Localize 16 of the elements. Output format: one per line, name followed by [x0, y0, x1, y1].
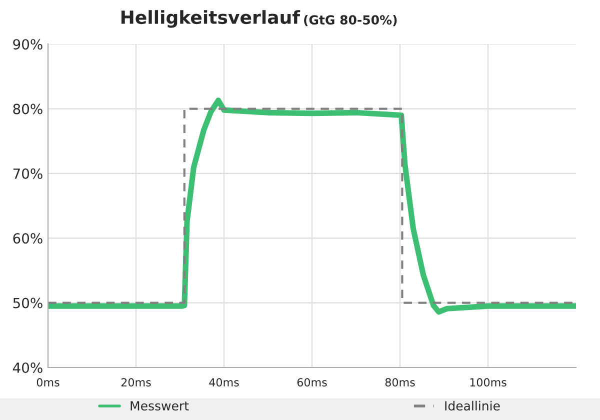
x-tick-label: 20ms	[121, 378, 151, 387]
x-tick-label: 40ms	[209, 378, 239, 387]
chart-title: Helligkeitsverlauf	[121, 10, 300, 28]
y-tick-label: 50%	[13, 298, 42, 308]
x-tick-label: 80ms	[385, 378, 415, 387]
legend-label: Ideallinie	[445, 400, 500, 411]
y-tick-label: 90%	[13, 39, 42, 50]
x-tick-label: 100ms	[470, 378, 506, 387]
x-tick-label: 60ms	[297, 378, 327, 387]
y-tick-label: 80%	[13, 104, 42, 114]
x-tick-label: 0ms	[36, 378, 60, 387]
y-tick-label: 40%	[12, 362, 42, 373]
legend-label: Messwert	[130, 401, 189, 411]
y-tick-label: 60%	[13, 233, 42, 244]
chart-subtitle: (GtG 80-50%)	[304, 14, 397, 26]
y-tick-label: 70%	[13, 168, 42, 179]
